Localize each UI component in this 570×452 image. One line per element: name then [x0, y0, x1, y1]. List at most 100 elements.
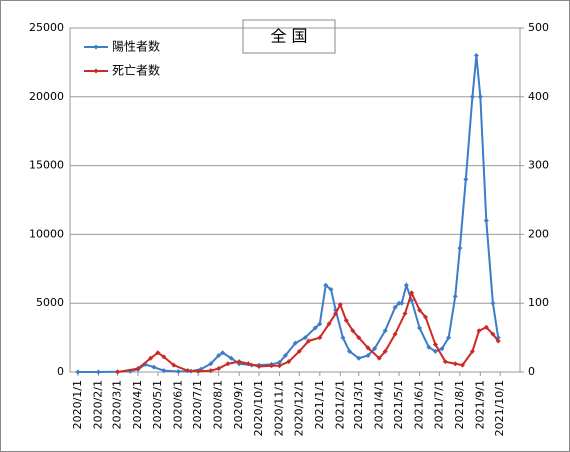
data-point [476, 328, 482, 334]
data-point [155, 350, 161, 356]
chart-title: 全 国 [270, 27, 307, 46]
data-point [306, 338, 312, 344]
data-point [269, 363, 275, 369]
y-tick-label: 25000 [29, 21, 64, 34]
data-point [135, 366, 141, 372]
y2-tick-label: 300 [528, 159, 549, 172]
x-tick-label: 2020/10/1 [252, 380, 265, 436]
y2-tick-label: 500 [528, 21, 549, 34]
data-point [452, 293, 458, 299]
data-point [490, 300, 496, 306]
data-point [463, 176, 469, 182]
data-point [208, 368, 214, 374]
data-point [399, 300, 405, 306]
y-tick-label: 20000 [29, 90, 64, 103]
data-point [356, 335, 362, 341]
data-point [225, 361, 231, 367]
data-point [365, 352, 371, 358]
data-point [423, 314, 429, 320]
data-point [490, 331, 496, 337]
data-point [402, 311, 408, 317]
data-point [477, 94, 483, 100]
data-point [417, 325, 423, 331]
x-tick-label: 2020/1/1 [71, 380, 84, 429]
data-point [452, 361, 458, 367]
data-point [195, 368, 201, 374]
y-tick-label: 10000 [29, 227, 64, 240]
data-point [292, 340, 298, 346]
y2-tick-label: 100 [528, 296, 549, 309]
x-tick-label: 2021/4/1 [372, 380, 385, 429]
data-point [256, 363, 262, 369]
x-tick-label: 2021/3/1 [352, 380, 365, 429]
y-tick-label: 5000 [36, 296, 64, 309]
data-point [171, 362, 177, 368]
data-point [483, 218, 489, 224]
x-tick-label: 2020/5/1 [151, 380, 164, 429]
x-tick-label: 2020/11/1 [272, 380, 285, 436]
x-tick-label: 2020/3/1 [111, 380, 124, 429]
data-point [343, 317, 349, 323]
data-point [376, 355, 382, 361]
y2-tick-label: 0 [528, 365, 535, 378]
data-point [276, 363, 282, 369]
data-point [469, 94, 475, 100]
data-point [495, 338, 501, 344]
data-point [340, 335, 346, 341]
data-point [350, 328, 356, 334]
x-tick-label: 2021/6/1 [413, 380, 426, 429]
x-tick-label: 2020/6/1 [171, 380, 184, 429]
x-tick-label: 2021/8/1 [453, 380, 466, 429]
data-point [473, 53, 479, 59]
data-point [403, 282, 409, 288]
legend-marker [93, 68, 99, 74]
data-point [245, 361, 251, 367]
x-tick-label: 2020/4/1 [131, 380, 144, 429]
x-tick-label: 2021/2/1 [333, 380, 346, 429]
title-box [242, 19, 336, 54]
x-tick-label: 2020/2/1 [91, 380, 104, 429]
data-point [333, 311, 339, 317]
data-point [365, 345, 371, 351]
data-point [469, 348, 475, 354]
x-tick-label: 2021/10/1 [493, 380, 506, 436]
data-point [432, 348, 438, 354]
x-tick-label: 2021/9/1 [473, 380, 486, 429]
legend-marker [93, 44, 99, 50]
data-point [417, 307, 423, 313]
data-point [432, 341, 438, 347]
data-point [282, 352, 288, 358]
data-point [483, 324, 489, 330]
data-point [115, 369, 121, 375]
x-tick-label: 2021/1/1 [313, 380, 326, 429]
data-point [220, 350, 226, 356]
data-point [216, 352, 222, 358]
x-tick-label: 2020/9/1 [232, 380, 245, 429]
data-point [185, 368, 191, 374]
data-point [236, 359, 242, 365]
data-point [442, 359, 448, 365]
x-tick-label: 2021/5/1 [392, 380, 405, 429]
legend-label: 陽性者数 [112, 39, 160, 54]
data-point [356, 355, 362, 361]
data-point [409, 290, 415, 296]
data-point [161, 368, 167, 374]
data-point [326, 321, 332, 327]
data-point [95, 369, 101, 375]
data-point [296, 348, 302, 354]
data-point [323, 282, 329, 288]
x-tick-label: 2020/12/1 [292, 380, 305, 436]
data-point [439, 346, 445, 352]
data-point [372, 346, 378, 352]
data-point [337, 302, 343, 308]
data-point [302, 335, 308, 341]
data-point [151, 364, 157, 370]
data-point [382, 328, 388, 334]
data-point [457, 245, 463, 251]
data-point [392, 304, 398, 310]
data-point [446, 335, 452, 341]
y-tick-label: 15000 [29, 159, 64, 172]
y2-tick-label: 400 [528, 90, 549, 103]
data-point [382, 348, 388, 354]
